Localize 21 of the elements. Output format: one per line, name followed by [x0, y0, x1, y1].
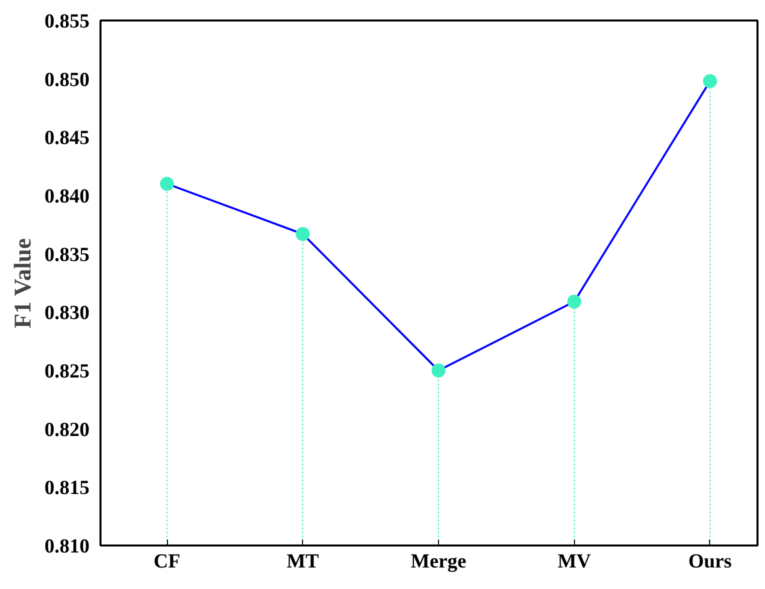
- y-tick-label: 0.855: [44, 10, 90, 32]
- point: [567, 294, 582, 309]
- y-tick-label: 0.850: [44, 68, 90, 91]
- y-tick-label: 0.825: [44, 360, 90, 382]
- x-tick-label: MT: [286, 550, 320, 572]
- x-tick-label: CF: [154, 550, 180, 572]
- y-tick-label: 0.810: [44, 536, 90, 558]
- x-tick-label: MV: [558, 550, 592, 572]
- point: [296, 227, 310, 241]
- y-tick-label: 0.835: [44, 244, 90, 266]
- y-tick-label: 0.815: [44, 477, 90, 500]
- point: [702, 74, 717, 88]
- x-tick-label: Merge: [410, 550, 466, 572]
- point: [160, 176, 174, 191]
- x-tick-label: Ours: [688, 550, 732, 572]
- point: [432, 364, 446, 378]
- y-tick-label: 0.830: [44, 302, 90, 324]
- y-axis-title: F1 Value: [10, 238, 36, 328]
- y-tick-label: 0.840: [44, 186, 90, 208]
- y-tick-label: 0.820: [44, 418, 90, 441]
- y-tick-label: 0.845: [44, 127, 90, 150]
